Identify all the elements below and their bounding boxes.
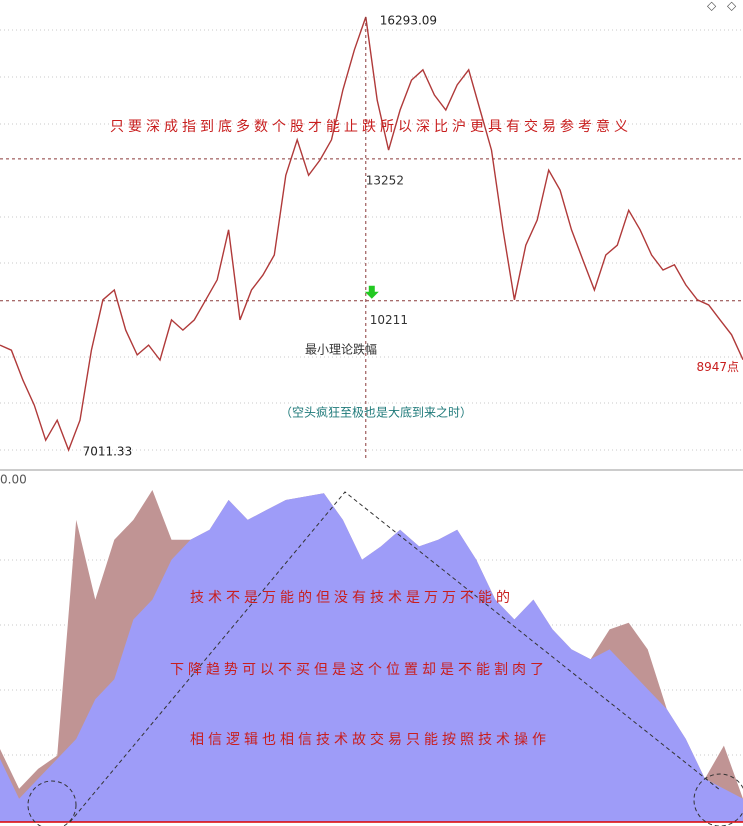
highlight-circle <box>27 780 77 826</box>
low-label: 7011.33 <box>83 444 133 458</box>
level-label: 10211 <box>370 313 408 327</box>
high-label: 16293.09 <box>380 13 437 27</box>
annotation: 技术不是万能的但没有技术是万万不能的 <box>190 590 514 606</box>
annotation: （空头疯狂至极也是大底到来之时） <box>280 405 472 420</box>
highlight-circle <box>693 773 743 826</box>
icon[interactable]: ◇ <box>707 0 717 13</box>
end-label: 8947点 <box>696 360 739 374</box>
annotation: 最小理论跌幅 <box>305 342 377 357</box>
icon[interactable]: ◇ <box>727 0 737 13</box>
trend-line <box>69 491 721 823</box>
area <box>0 493 743 822</box>
panel-label: 0.00 <box>0 473 27 487</box>
annotation: 下降趋势可以不买但是这个位置却是不能割肉了 <box>170 661 548 678</box>
arrow <box>364 285 379 299</box>
price-line <box>0 16 743 452</box>
level-label: 13252 <box>366 173 404 187</box>
annotation: 只要深成指到底多数个股才能止跌所以深比沪更具有交易参考意义 <box>110 118 632 135</box>
annotation: 相信逻辑也相信技术故交易只能按照技术操作 <box>190 731 550 748</box>
